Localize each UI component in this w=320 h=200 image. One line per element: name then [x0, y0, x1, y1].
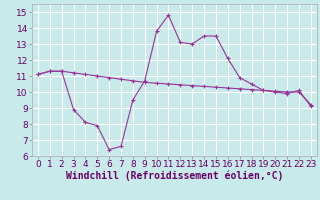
- X-axis label: Windchill (Refroidissement éolien,°C): Windchill (Refroidissement éolien,°C): [66, 171, 283, 181]
